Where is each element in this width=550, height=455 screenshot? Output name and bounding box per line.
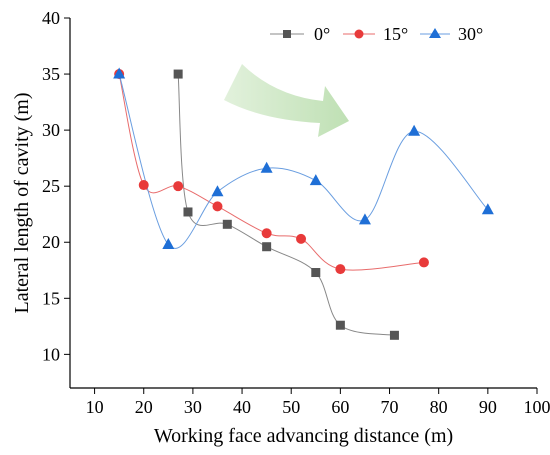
- x-tick-label: 40: [233, 397, 251, 417]
- x-tick-label: 100: [524, 397, 550, 417]
- y-tick-label: 20: [42, 232, 60, 252]
- data-point-series-2: [260, 161, 273, 173]
- x-tick-label: 20: [135, 397, 153, 417]
- data-point-series-2: [309, 174, 322, 186]
- data-point-series-1: [418, 257, 429, 268]
- y-tick-label: 35: [42, 64, 60, 84]
- data-point-series-1: [296, 233, 307, 244]
- data-point-series-2: [113, 67, 126, 79]
- data-point-series-0: [335, 320, 345, 330]
- data-point-series-0: [173, 69, 183, 79]
- data-point-series-2: [162, 237, 175, 249]
- data-point-series-1: [335, 264, 346, 275]
- data-point-series-0: [222, 219, 232, 229]
- data-point-series-0: [183, 207, 193, 217]
- data-point-series-2: [211, 185, 224, 197]
- x-tick-label: 50: [282, 397, 300, 417]
- x-tick-label: 10: [86, 397, 104, 417]
- x-tick-label: 80: [430, 397, 448, 417]
- y-axis-title: Lateral length of cavity (m): [11, 92, 33, 313]
- x-tick-label: 90: [479, 397, 497, 417]
- x-tick-label: 30: [184, 397, 202, 417]
- legend: 0° 15° 30°: [270, 24, 483, 44]
- data-point-series-2: [408, 124, 421, 136]
- legend-label-1: 15°: [383, 24, 408, 44]
- x-tick-label: 60: [331, 397, 349, 417]
- y-ticks: 10 15 20 25 30 35 40: [42, 8, 70, 364]
- data-point-series-0: [389, 330, 399, 340]
- y-tick-label: 40: [42, 8, 60, 28]
- data-point-series-2: [481, 203, 494, 215]
- axes: [69, 18, 537, 389]
- series-layer: [113, 67, 494, 340]
- y-tick-label: 30: [42, 120, 60, 140]
- data-point-series-0: [311, 268, 321, 278]
- data-point-series-2: [358, 213, 371, 225]
- data-point-series-0: [262, 242, 272, 252]
- legend-marker-1: [354, 29, 364, 39]
- data-point-series-1: [138, 180, 149, 191]
- y-tick-label: 25: [42, 176, 60, 196]
- legend-label-2: 30°: [458, 24, 483, 44]
- x-ticks: 10 20 30 40 50 60 70 80 90 100: [86, 388, 550, 417]
- data-point-series-1: [261, 228, 272, 239]
- data-point-series-1: [212, 201, 223, 212]
- green-arrow-annotation: [224, 64, 349, 137]
- data-point-series-1: [173, 181, 184, 192]
- x-axis-title: Working face advancing distance (m): [154, 425, 453, 447]
- y-tick-label: 15: [42, 288, 60, 308]
- legend-label-0: 0°: [314, 24, 330, 44]
- legend-marker-0: [283, 30, 291, 38]
- legend-marker-2: [429, 28, 441, 38]
- x-tick-label: 70: [381, 397, 399, 417]
- y-tick-label: 10: [42, 344, 60, 364]
